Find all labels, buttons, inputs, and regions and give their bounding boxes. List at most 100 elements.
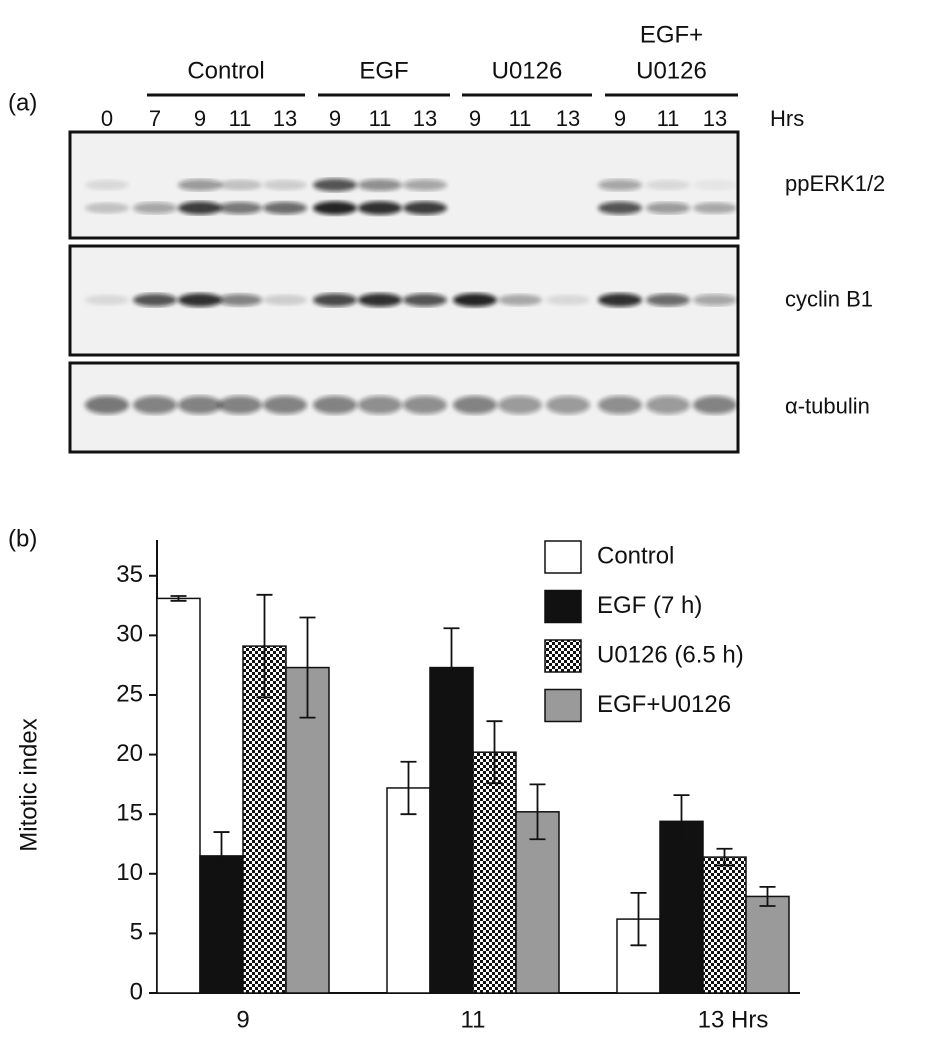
band (546, 294, 590, 306)
lane-label: 13 (703, 106, 727, 131)
legend-swatch (544, 688, 582, 723)
legend-swatch (544, 639, 582, 673)
band (178, 293, 222, 307)
band (313, 178, 357, 192)
lane-label: 11 (509, 106, 532, 131)
band (313, 396, 357, 414)
band (133, 202, 177, 214)
band (646, 202, 690, 214)
x-tick-label: 11 (461, 1006, 486, 1033)
error-bar (759, 886, 776, 907)
band (218, 201, 262, 215)
row-label: α-tubulin (785, 393, 870, 418)
bar (199, 855, 244, 994)
lane-label: 13 (273, 106, 297, 131)
band (178, 179, 222, 191)
band (403, 396, 447, 414)
group-label: EGF (359, 57, 408, 84)
band (453, 293, 497, 307)
band (693, 294, 737, 306)
group-label: U0126 (636, 57, 707, 84)
band (598, 179, 642, 191)
row-label: ppERK1/2 (785, 171, 885, 196)
band (178, 201, 222, 215)
bar (242, 645, 287, 994)
y-tick-label: 35 (116, 561, 143, 588)
lane-label: 0 (101, 106, 113, 131)
lane-label: 11 (229, 106, 252, 131)
band (403, 201, 447, 215)
band (218, 396, 262, 414)
lane-label: 7 (149, 106, 161, 131)
band (546, 180, 590, 190)
band (598, 201, 642, 215)
bar (659, 820, 704, 994)
y-tick-label: 10 (116, 859, 143, 886)
y-tick-label: 15 (116, 800, 143, 827)
band (133, 293, 177, 307)
bar (386, 787, 431, 994)
band (498, 396, 542, 414)
error-bar (630, 891, 647, 947)
band (263, 179, 307, 191)
y-tick-label: 20 (116, 740, 143, 767)
band (693, 396, 737, 414)
band (358, 396, 402, 414)
band (693, 179, 737, 191)
error-bar (486, 720, 503, 785)
band (313, 293, 357, 307)
bar (156, 597, 201, 994)
group-label: U0126 (492, 57, 563, 84)
band (646, 293, 690, 307)
bar (702, 856, 747, 994)
band (358, 179, 402, 191)
band (85, 294, 129, 306)
lane-label: 9 (329, 106, 341, 131)
lane-label: 11 (657, 106, 680, 131)
lane-label: 9 (614, 106, 626, 131)
band (263, 294, 307, 306)
lane-unit: Hrs (770, 106, 804, 131)
error-bar (400, 760, 417, 816)
band (85, 202, 129, 214)
band (693, 202, 737, 214)
legend-label: Control (597, 542, 674, 569)
legend-swatch (544, 589, 582, 624)
bar (515, 811, 560, 994)
x-tick-label: 9 (236, 1006, 249, 1033)
band (218, 294, 262, 306)
band (178, 396, 222, 414)
legend-label: EGF+U0126 (597, 691, 731, 718)
lane-label: 13 (413, 106, 437, 131)
y-tick-label: 30 (116, 621, 143, 648)
bar (472, 751, 517, 994)
legend-label: EGF (7 h) (597, 592, 702, 619)
bar (745, 895, 790, 994)
y-tick-label: 25 (116, 680, 143, 707)
band (598, 396, 642, 414)
error-bar (716, 847, 733, 867)
error-bar (299, 616, 316, 719)
error-bar (673, 794, 690, 849)
error-bar (443, 627, 460, 708)
panel-label: (a) (8, 89, 37, 116)
band (358, 293, 402, 307)
band (133, 180, 177, 190)
legend-swatch (544, 540, 582, 574)
error-bar (529, 783, 546, 841)
group-label: EGF+ (640, 21, 703, 48)
band (403, 293, 447, 307)
band (358, 201, 402, 215)
y-axis-label: Mitotic index (15, 718, 42, 851)
lane-label: 13 (556, 106, 580, 131)
band (498, 180, 542, 190)
band (453, 396, 497, 414)
lane-label: 11 (369, 106, 392, 131)
band (218, 179, 262, 191)
band (85, 179, 129, 191)
row-label: cyclin B1 (785, 286, 873, 311)
legend-label: U0126 (6.5 h) (597, 641, 744, 668)
error-bar (170, 595, 187, 602)
lane-label: 9 (469, 106, 481, 131)
